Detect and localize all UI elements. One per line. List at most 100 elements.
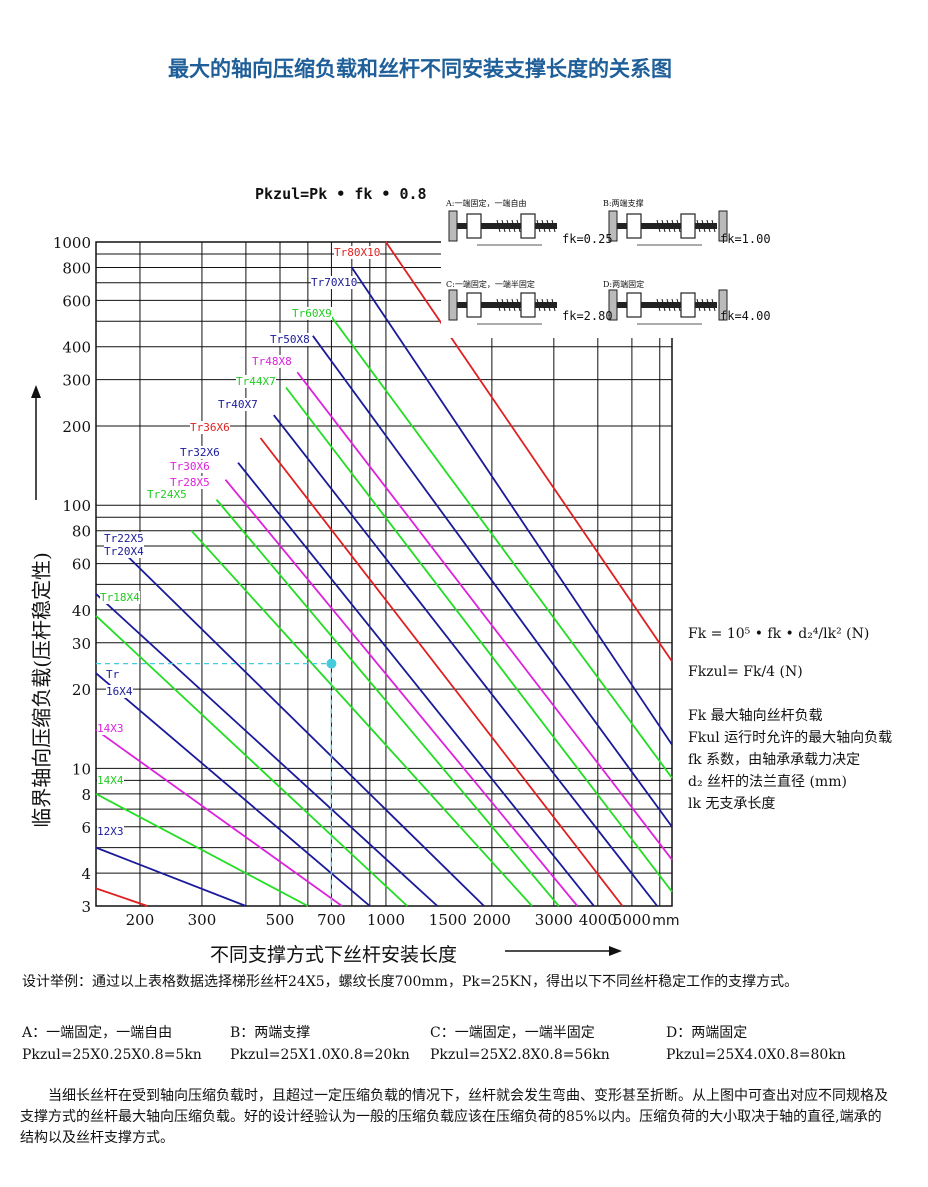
- series-label-tr60x9: Tr60X9: [292, 307, 332, 320]
- screw-thread: [656, 298, 661, 312]
- support-diagram-b: [608, 210, 728, 246]
- y-tick-label: 60: [72, 556, 91, 574]
- annotation-point: [326, 658, 337, 669]
- support-b-factor: fk=1.00: [720, 232, 771, 246]
- screw-thread: [501, 298, 506, 312]
- series-line-tr22x5: [123, 552, 485, 907]
- series-line-tr32x6: [237, 462, 595, 907]
- chart-formula: Pkzul=Pk • fk • 0.8: [255, 185, 427, 203]
- series-line-tr48x8: [296, 371, 673, 861]
- screw-shaft: [617, 302, 717, 308]
- wall-left: [448, 289, 458, 321]
- screw-thread: [656, 219, 661, 233]
- series-label-tr32x6: Tr32X6: [180, 446, 220, 459]
- series-label-tr36x6: Tr36X6: [190, 421, 230, 434]
- design-example-intro: 设计举例：通过以上表格数据选择梯形丝杆24X5，螺纹长度700mm，Pk=25K…: [22, 974, 799, 990]
- series-label-14x4: 14X4: [97, 774, 124, 787]
- series-line-tr36x6: [259, 437, 624, 907]
- example-a-calc: Pkzul=25X0.25X0.8=5kn: [22, 1047, 202, 1063]
- support-a-factor: fk=0.25: [562, 232, 613, 246]
- y-tick-label: 40: [72, 602, 91, 620]
- example-annotation: [96, 658, 337, 906]
- y-tick-label: 200: [62, 418, 91, 436]
- series-line-14x4: [95, 793, 309, 907]
- series-line-tr28x5: [215, 499, 560, 907]
- series-label-tr48x8: Tr48X8: [252, 355, 292, 368]
- bearing-block: [680, 292, 696, 318]
- wall-left: [448, 210, 458, 242]
- bearing-block: [466, 292, 482, 318]
- screw-thread: [506, 219, 511, 233]
- support-a-caption: A:一端固定，一端自由: [446, 199, 527, 208]
- y-tick-label: 30: [72, 635, 91, 653]
- example-b-calc: Pkzul=25X1.0X0.8=20kn: [230, 1047, 410, 1063]
- screw-thread: [676, 298, 681, 312]
- series-line-14x3: [95, 729, 343, 907]
- support-diagram-d: [608, 289, 728, 325]
- screw-thread: [501, 219, 506, 233]
- support-diagram-c: [448, 289, 557, 325]
- bearing-block: [466, 213, 482, 239]
- x-unit-label: mm: [652, 913, 679, 929]
- screw-thread: [666, 298, 671, 312]
- series-line-tr24x5: [190, 530, 533, 907]
- grid: [95, 241, 673, 907]
- series-line-tr60x9: [330, 316, 673, 779]
- series-label-tr80x10: Tr80X10: [334, 246, 381, 259]
- screw-thread: [701, 298, 706, 312]
- screw-thread: [506, 298, 511, 312]
- screw-thread: [706, 298, 711, 312]
- support-d-factor: fk=4.00: [720, 309, 771, 323]
- page-title: 最大的轴向压缩负载和丝杆不同安装支撑长度的关系图: [168, 57, 672, 81]
- y-tick-label: 800: [62, 260, 91, 278]
- y-tick-label: 8: [81, 786, 91, 804]
- bearing-block: [626, 292, 642, 318]
- x-tick-label: 500: [266, 911, 295, 929]
- legend-def-fkul: Fkul 运行时允许的最大轴向负载: [688, 730, 893, 746]
- series-label-tr16x4-a: Tr: [106, 668, 120, 681]
- series-line-tr50x8: [312, 335, 673, 828]
- y-tick-label: 400: [62, 339, 91, 357]
- bearing-block: [520, 292, 536, 318]
- screw-thread: [541, 298, 546, 312]
- x-tick-label: 5000: [613, 911, 651, 929]
- x-tick-label: 700: [317, 911, 346, 929]
- screw-thread: [661, 298, 666, 312]
- legend-def-lk: lk 无支承长度: [688, 796, 776, 812]
- y-tick-label: 300: [62, 372, 91, 390]
- series-line-tr30x6: [224, 479, 579, 907]
- screw-thread: [671, 219, 676, 233]
- series-label-tr18x4: Tr18X4: [100, 591, 140, 604]
- bearing-block: [680, 213, 696, 239]
- series-label-tr22x5: Tr22X5: [104, 532, 144, 545]
- screw-thread: [551, 298, 556, 312]
- series-label-tr50x8: Tr50X8: [270, 333, 310, 346]
- screw-thread: [696, 219, 701, 233]
- screw-shaft: [617, 223, 717, 229]
- x-tick-label: 2000: [473, 911, 511, 929]
- series-label-tr28x5: Tr28X5: [170, 476, 210, 489]
- legend-formula-fkzul: Fkzul= Fk/4 (N): [688, 664, 803, 680]
- x-tick-label: 4000: [579, 911, 617, 929]
- legend-def-fk-coef: fk 系数，由轴承承载力决定: [688, 752, 861, 768]
- screw-shaft: [457, 223, 557, 229]
- y-tick-label: 20: [72, 681, 91, 699]
- y-tick-label: 10: [72, 760, 91, 778]
- example-c-label: C：一端固定，一端半固定: [430, 1025, 595, 1041]
- example-b-label: B：两端支撑: [230, 1025, 311, 1041]
- x-tick-label: 1500: [429, 911, 467, 929]
- series-label-tr40x7: Tr40X7: [218, 398, 258, 411]
- screw-shaft: [457, 302, 557, 308]
- legend-formula-fk: Fk = 10⁵ • fk • d₂⁴/lk² (N): [688, 626, 870, 642]
- screw-thread: [541, 219, 546, 233]
- example-c-calc: Pkzul=25X2.8X0.8=56kn: [430, 1047, 610, 1063]
- series-line-tr20x4: [95, 593, 438, 907]
- wall-right: [718, 210, 728, 242]
- series-label-tr70x10: Tr70X10: [311, 276, 358, 289]
- y-tick-label: 3: [81, 898, 91, 916]
- tick-labels: 3 4 6 8 10 20 30 40 60 80 100 200 300 400 600 800 1000 20…: [53, 234, 680, 929]
- series-line-tr18x4: [95, 615, 408, 907]
- wall-left: [608, 210, 618, 242]
- screw-thread: [701, 219, 706, 233]
